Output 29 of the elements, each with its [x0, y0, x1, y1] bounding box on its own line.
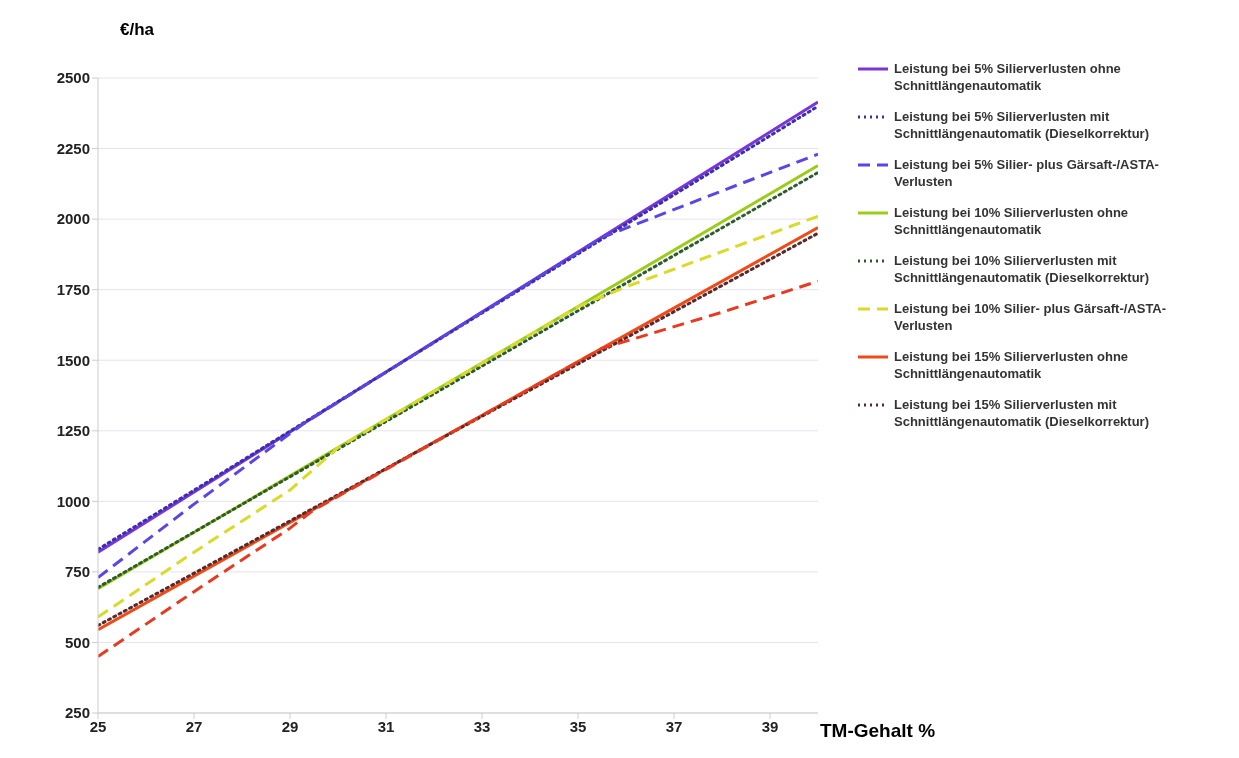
legend-label: Leistung bei 10% Silierverlusten ohne Schnittlängenautomatik	[894, 204, 1130, 238]
x-tick-label: 35	[569, 717, 587, 735]
x-tick-label: 27	[185, 717, 203, 735]
y-tick-label: 2000	[56, 210, 90, 228]
y-tick-label: 250	[64, 704, 90, 722]
x-tick-label: 37	[665, 717, 683, 735]
y-tick-label: 2500	[56, 69, 90, 87]
x-tick-label: 29	[281, 717, 299, 735]
x-tick-label: 31	[377, 717, 395, 735]
legend-label: Leistung bei 10% Silier- plus Gärsaft-/ASTA-Verlusten	[894, 300, 1168, 334]
y-tick-label: 750	[64, 563, 90, 581]
x-axis-title: TM-Gehalt %	[820, 720, 936, 742]
legend-label: Leistung bei 10% Silierverlusten mit Schnittlängenautomatik (Dieselkorrektur)	[894, 252, 1150, 286]
legend-label: Leistung bei 5% Silierverlusten mit Schnittlängenautomatik (Dieselkorrektur)	[894, 108, 1150, 142]
x-tick-label: 25	[89, 717, 107, 735]
legend-label: Leistung bei 5% Silierverlusten ohne Schnittlängenautomatik	[894, 60, 1122, 94]
x-tick-label: 39	[761, 717, 779, 735]
y-tick-label: 1250	[56, 422, 90, 440]
legend-label: Leistung bei 15% Silierverlusten mit Schnittlängenautomatik (Dieselkorrektur)	[894, 396, 1150, 430]
y-tick-label: 1000	[56, 492, 90, 510]
x-tick-label: 33	[473, 717, 491, 735]
line-series	[98, 279, 818, 659]
y-axis-title: €/ha	[120, 20, 155, 40]
y-tick-label: 1750	[56, 280, 90, 298]
y-tick-label: 1500	[56, 351, 90, 369]
legend-label: Leistung bei 5% Silier- plus Gärsaft-/ASTA-Verlusten	[894, 156, 1160, 190]
legend-label: Leistung bei 15% Silierverlusten ohne Schnittlängenautomatik	[894, 348, 1130, 382]
y-tick-label: 2250	[56, 139, 90, 157]
y-tick-label: 500	[64, 633, 90, 651]
